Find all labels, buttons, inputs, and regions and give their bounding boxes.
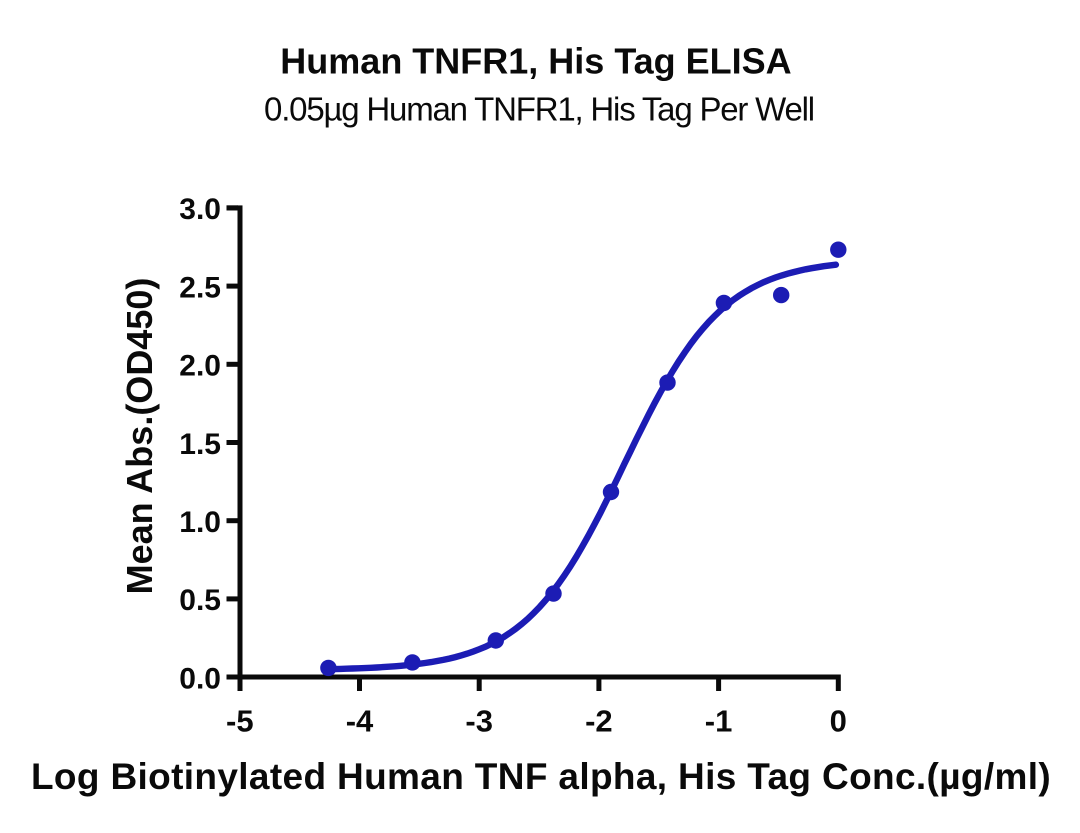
svg-text:-4: -4 — [346, 704, 374, 739]
svg-text:1.0: 1.0 — [179, 506, 221, 539]
svg-text:Human TNFR1, His Tag ELISA: Human TNFR1, His Tag ELISA — [280, 41, 791, 82]
svg-text:-3: -3 — [465, 704, 493, 739]
svg-text:Log Biotinylated Human TNF alp: Log Biotinylated Human TNF alpha, His Ta… — [31, 756, 1051, 797]
svg-text:0: 0 — [830, 704, 847, 739]
svg-text:-2: -2 — [585, 704, 613, 739]
svg-text:-1: -1 — [705, 704, 733, 739]
svg-text:2.5: 2.5 — [179, 271, 221, 304]
svg-text:3.0: 3.0 — [179, 193, 221, 226]
svg-text:1.5: 1.5 — [179, 428, 221, 461]
svg-text:0.0: 0.0 — [179, 662, 221, 695]
svg-text:Mean Abs.(OD450): Mean Abs.(OD450) — [119, 278, 160, 595]
svg-text:0.05µg Human TNFR1, His Tag Pe: 0.05µg Human TNFR1, His Tag Per Well — [264, 90, 814, 127]
svg-text:0.5: 0.5 — [179, 584, 221, 617]
svg-text:2.0: 2.0 — [179, 350, 221, 383]
svg-text:-5: -5 — [226, 704, 254, 739]
